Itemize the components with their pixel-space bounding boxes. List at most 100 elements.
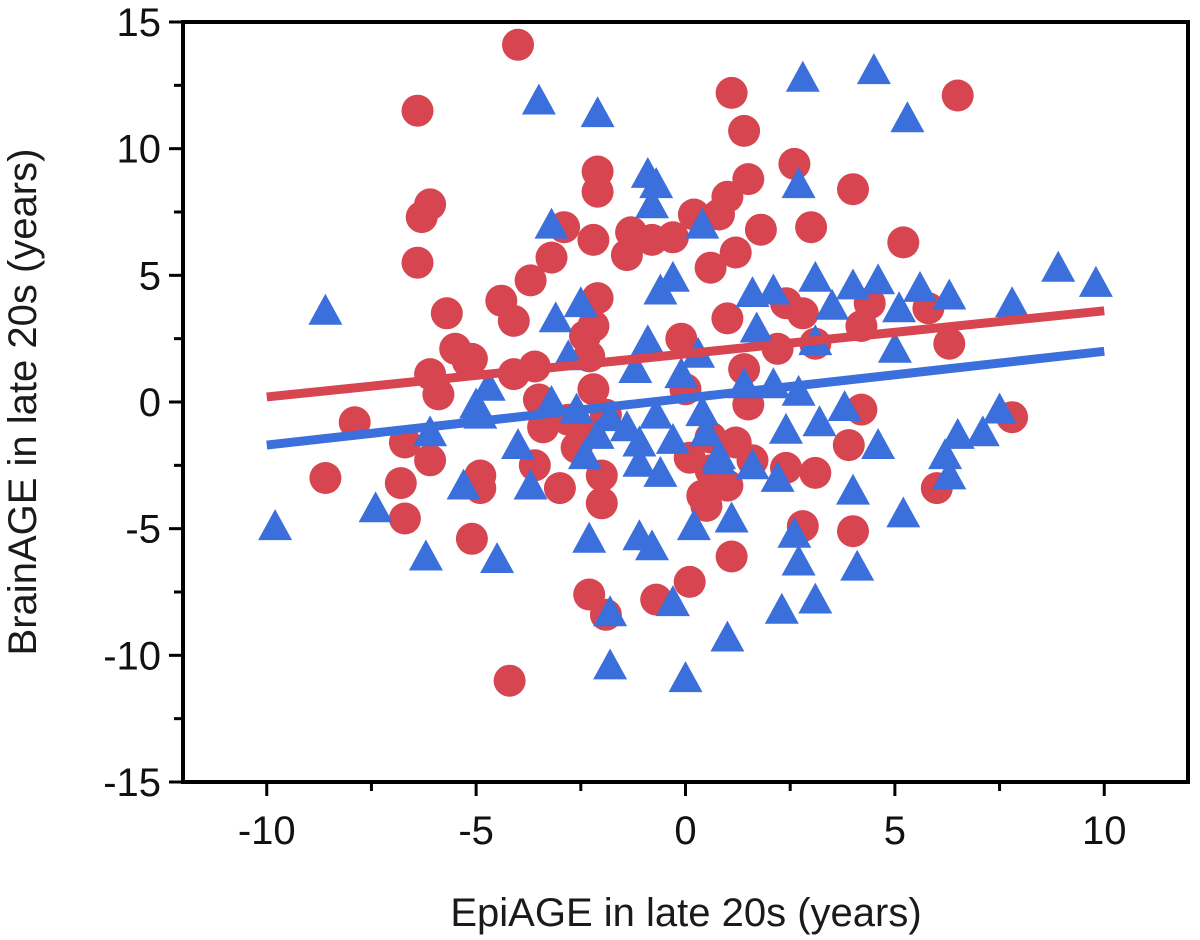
data-point-triangle: [593, 648, 628, 680]
data-point-circle: [401, 94, 434, 127]
data-point-triangle: [1078, 265, 1113, 297]
data-point-triangle: [798, 582, 833, 614]
x-tick-label: -5: [458, 809, 494, 853]
data-point-circle: [832, 429, 865, 462]
y-axis-label: BrainAGE in late 20s (years): [1, 149, 45, 656]
data-point-circle: [715, 76, 748, 109]
data-point-triangle: [861, 263, 896, 295]
data-point-triangle: [534, 207, 569, 239]
data-point-triangle: [622, 445, 657, 477]
data-point-triangle: [572, 521, 607, 553]
data-point-triangle: [840, 549, 875, 581]
x-tick-label: 5: [884, 809, 906, 853]
data-point-triangle: [630, 324, 665, 356]
data-point-triangle: [639, 397, 674, 429]
data-point-circle: [778, 147, 811, 180]
data-point-circle: [543, 472, 576, 505]
y-tick-label: 0: [139, 381, 161, 425]
data-point-triangle: [358, 491, 393, 523]
trend-line-circles: [266, 306, 1105, 402]
data-point-circle: [455, 342, 488, 375]
data-point-triangle: [1041, 250, 1076, 282]
data-point-triangle: [735, 448, 770, 480]
data-point-triangle: [635, 529, 669, 561]
data-point-triangle: [538, 301, 573, 333]
data-point-triangle: [568, 438, 602, 470]
data-point-triangle: [995, 286, 1030, 318]
data-point-triangle: [827, 390, 862, 421]
data-point-circle: [656, 221, 689, 254]
data-point-circle: [715, 540, 748, 573]
data-point-triangle: [258, 509, 293, 541]
data-point-triangle: [928, 438, 963, 470]
data-point-triangle: [685, 207, 720, 239]
data-point-triangle: [802, 405, 837, 437]
data-point-circle: [887, 226, 920, 259]
data-point-triangle: [622, 425, 657, 457]
data-point-triangle: [593, 595, 628, 627]
data-point-triangle: [689, 415, 724, 447]
data-point-circle: [422, 378, 455, 411]
data-point-triangle: [781, 374, 816, 406]
data-point-triangle: [815, 288, 850, 320]
data-point-triangle: [563, 286, 598, 318]
series-triangles: [258, 53, 1113, 693]
data-point-circle: [799, 456, 832, 489]
data-point-circle: [502, 28, 534, 61]
data-point-triangle: [781, 167, 816, 199]
data-point-circle: [493, 664, 526, 697]
data-point-circle: [497, 304, 530, 337]
data-point-triangle: [714, 501, 749, 533]
data-point-triangle: [735, 276, 770, 307]
data-point-triangle: [777, 516, 812, 548]
data-point-triangle: [501, 428, 535, 459]
data-point-triangle: [710, 620, 745, 652]
data-point-triangle: [521, 83, 556, 115]
data-point-circle: [401, 246, 434, 279]
data-point-circle: [414, 444, 447, 477]
data-point-circle: [384, 467, 417, 500]
data-point-triangle: [764, 592, 799, 624]
data-point-triangle: [676, 509, 711, 541]
x-axis-label: EpiAGE in late 20s (years): [450, 891, 921, 935]
data-point-triangle: [886, 496, 921, 528]
plot-area: [181, 20, 1190, 784]
data-point-triangle: [643, 455, 678, 487]
data-point-circle: [405, 201, 438, 234]
data-point-circle: [455, 522, 488, 555]
data-point-triangle: [940, 417, 975, 449]
data-point-triangle: [903, 271, 937, 302]
data-point-triangle: [580, 417, 615, 449]
data-point-circle: [837, 515, 869, 548]
trend-line-triangles: [266, 346, 1105, 450]
data-point-circle: [309, 462, 342, 494]
data-point-triangle: [471, 369, 506, 401]
y-tick-label: -10: [103, 634, 161, 678]
data-point-triangle: [856, 53, 891, 85]
data-point-circle: [610, 239, 643, 272]
data-point-triangle: [446, 468, 481, 500]
data-point-circle: [732, 163, 765, 196]
y-tick-label: 5: [139, 254, 161, 298]
y-tick-label: 10: [117, 128, 162, 172]
data-point-triangle: [664, 357, 699, 389]
x-axis: -10 -5 0 5 10: [238, 782, 1127, 853]
data-point-triangle: [408, 539, 443, 571]
y-axis: -15 -10 -5 0 5 10 15: [103, 1, 183, 805]
data-point-triangle: [635, 187, 669, 219]
data-point-triangle: [769, 412, 803, 444]
data-point-triangle: [836, 268, 870, 300]
data-point-triangle: [882, 291, 917, 323]
x-tick-label: 10: [1082, 809, 1127, 853]
data-point-circle: [728, 114, 761, 147]
data-point-triangle: [760, 461, 795, 492]
data-point-triangle: [965, 415, 1000, 447]
data-point-circle: [837, 173, 869, 206]
data-point-triangle: [480, 542, 515, 573]
data-point-circle: [694, 251, 727, 284]
data-point-triangle: [655, 585, 690, 617]
data-point-circle: [388, 502, 421, 535]
x-tick-label: -10: [238, 809, 296, 853]
data-point-triangle: [643, 273, 678, 305]
